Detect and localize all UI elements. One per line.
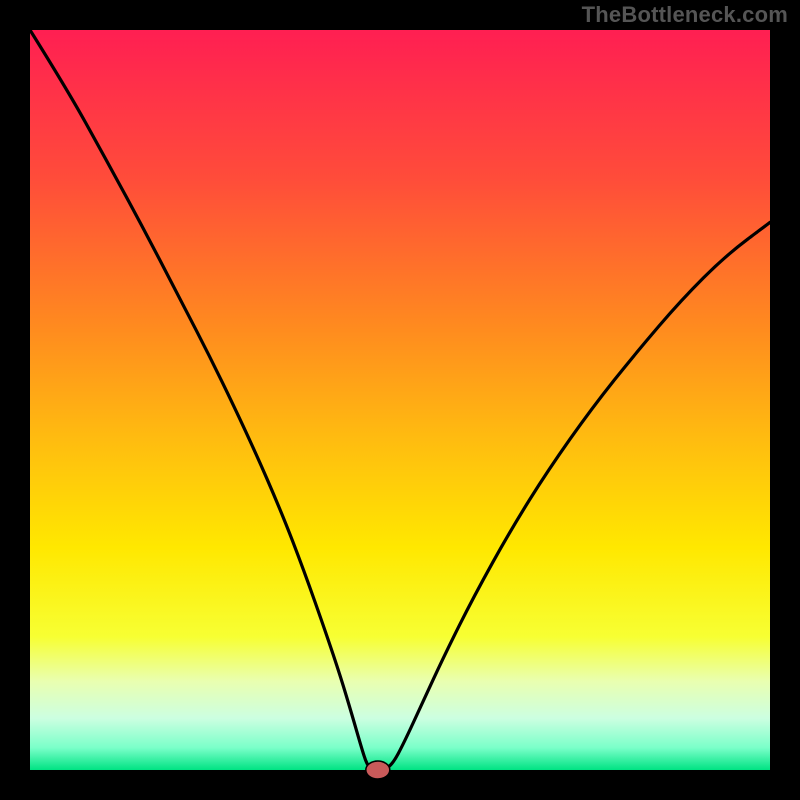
bottleneck-chart — [0, 0, 800, 800]
watermark-text: TheBottleneck.com — [582, 2, 788, 28]
optimum-marker — [366, 761, 390, 779]
plot-background — [30, 30, 770, 770]
